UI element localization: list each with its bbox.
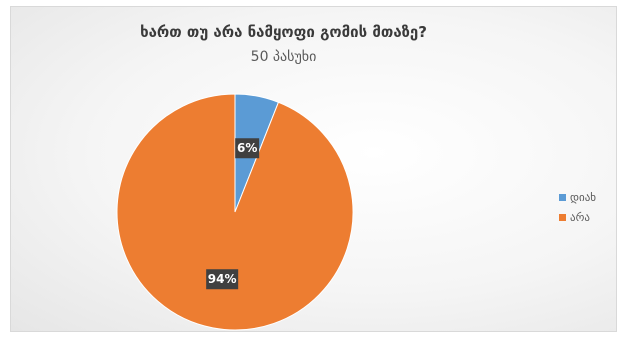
data-label-no: 94%: [206, 269, 239, 290]
legend-label-no: არა: [570, 210, 590, 224]
chart-title: ხართ თუ არა ნამყოფი გომის მთაზე?: [140, 23, 427, 41]
data-label-yes-box: [235, 138, 260, 159]
data-label-yes: 6%: [235, 138, 260, 159]
pie-slice-no: [116, 93, 354, 331]
data-label-yes-text: 6%: [237, 141, 257, 155]
legend-label-yes: დიახ: [570, 190, 597, 204]
legend-item-yes: დიახ: [559, 187, 596, 207]
data-label-no-box: [206, 269, 239, 290]
chart-legend: დიახ არა: [559, 187, 596, 227]
chart-subtitle: 50 პასუხი: [250, 49, 317, 65]
legend-item-no: არა: [559, 207, 596, 227]
data-label-no-text: 94%: [208, 272, 237, 286]
legend-swatch-yes: [559, 193, 566, 201]
chart-area: ხართ თუ არა ნამყოფი გომის მთაზე? 50 პასუ…: [10, 6, 617, 332]
legend-swatch-no: [559, 213, 566, 221]
pie-chart: 6% 94%: [116, 93, 354, 331]
